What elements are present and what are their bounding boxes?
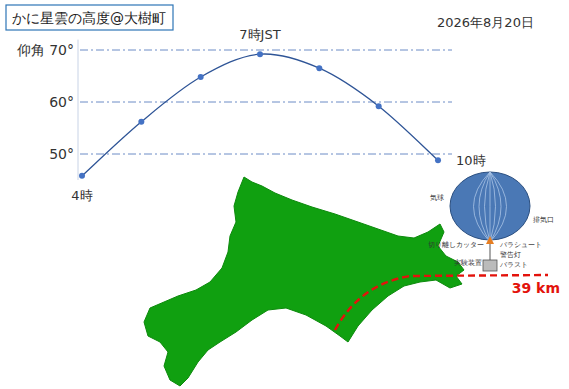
- parachute: [486, 236, 494, 244]
- data-point: [316, 65, 322, 71]
- grid-line: [80, 50, 452, 51]
- y-tick-label: 仰角 70°: [17, 42, 74, 58]
- chart-root: かに星雲の高度@大樹町 2026年8月20日 50° 60° 仰角 70° 4時 7時JST…: [0, 0, 569, 389]
- x-tick-label: 7時JST: [239, 27, 280, 42]
- balloon-stripe: [490, 172, 491, 242]
- y-tick-label: 60°: [49, 94, 74, 110]
- grid-line: [80, 102, 452, 103]
- balloon: [450, 172, 530, 271]
- grid-line: [80, 154, 452, 155]
- balloon-label: 警告灯: [500, 251, 521, 259]
- x-tick-label: 4時: [71, 188, 92, 203]
- balloon-stripe: [485, 172, 491, 242]
- title-box: [6, 5, 173, 30]
- balloon-label: バラスト: [499, 261, 528, 269]
- elevation-line: [82, 54, 438, 176]
- balloon-label: 気球: [430, 194, 444, 202]
- hokkaido-map: [144, 177, 464, 386]
- data-point: [138, 119, 144, 125]
- balloon-stripe: [490, 172, 496, 242]
- balloon-stripe: [490, 172, 507, 242]
- subtitle: 2026年8月20日: [437, 15, 534, 30]
- distance-label: 39 km: [512, 280, 560, 296]
- balloon-label: 実験装置: [454, 259, 482, 267]
- data-point: [376, 103, 382, 109]
- plot-area: [79, 51, 441, 179]
- balloon-label: 切り離しカッター: [428, 241, 484, 249]
- payload: [483, 260, 497, 271]
- y-tick-label: 50°: [49, 146, 74, 162]
- title: かに星雲の高度@大樹町: [12, 10, 166, 26]
- balloon-label: 排気口: [533, 216, 554, 224]
- balloon-stripe: [474, 172, 491, 242]
- balloon-stripe: [490, 172, 501, 242]
- balloon-label: パラシュート: [499, 241, 542, 249]
- data-point: [435, 157, 441, 163]
- data-point: [198, 74, 204, 80]
- data-point: [257, 51, 263, 57]
- x-tick-label: 10時: [456, 153, 486, 168]
- balloon-stripe: [479, 172, 490, 242]
- y-axis-line: [78, 40, 79, 180]
- data-point: [79, 173, 85, 179]
